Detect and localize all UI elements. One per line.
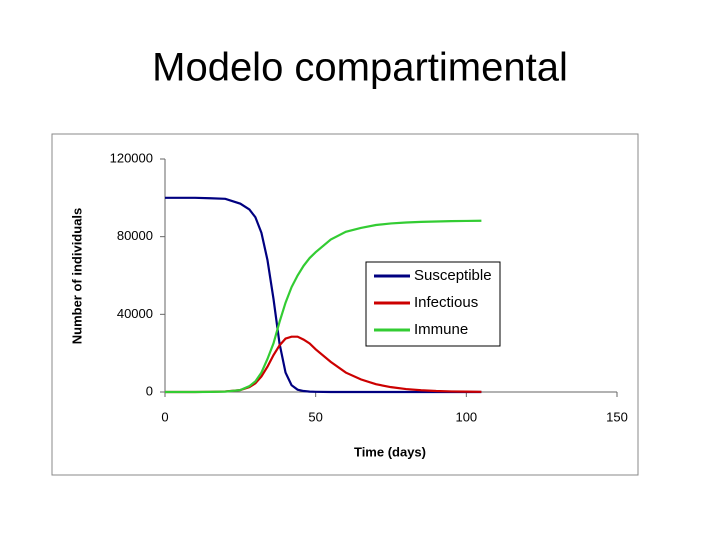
x-tick-label: 50	[308, 409, 322, 424]
x-tick-label: 150	[606, 409, 628, 424]
chart-frame	[51, 133, 639, 476]
series-line	[165, 219, 482, 394]
y-tick-label: 40000	[117, 306, 153, 321]
y-axis-label: Number of individuals	[69, 208, 84, 345]
x-axis-label: Time (days)	[354, 444, 426, 459]
x-tick-label: 0	[161, 409, 168, 424]
legend-label: Susceptible	[414, 267, 492, 284]
series-line	[165, 196, 482, 394]
y-tick-label: 80000	[117, 228, 153, 243]
slide-title: Modelo compartimental	[152, 46, 568, 90]
y-tick-label: 0	[146, 383, 153, 398]
y-tick-label: 120000	[110, 150, 153, 165]
legend-label: Infectious	[414, 294, 478, 311]
legend-label: Immune	[414, 321, 468, 338]
x-tick-label: 100	[455, 409, 477, 424]
